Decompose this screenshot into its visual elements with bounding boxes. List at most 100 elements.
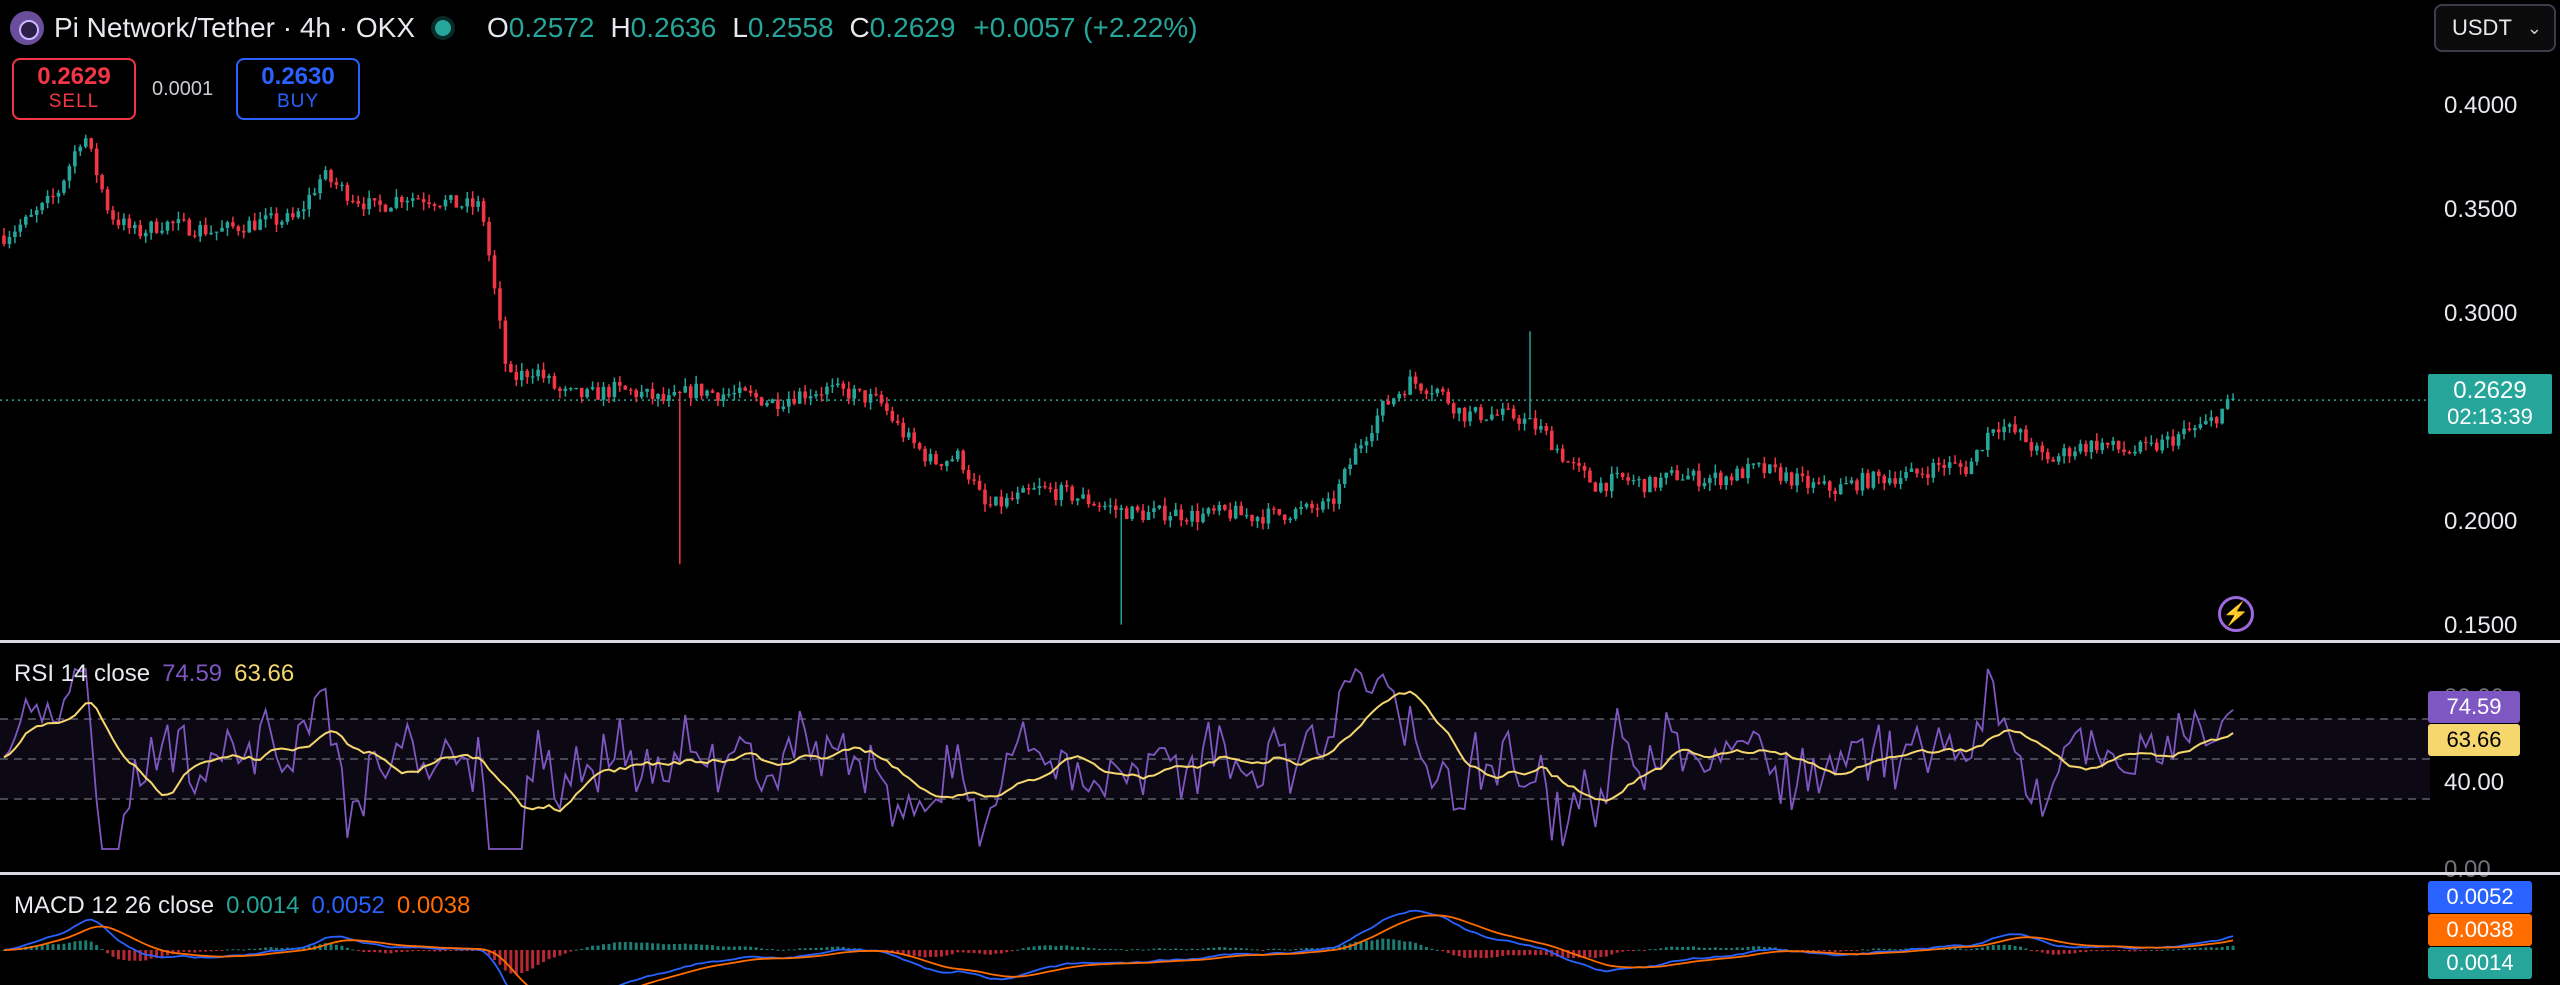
candle-body xyxy=(814,394,818,397)
macd-histogram-bar xyxy=(1697,947,1701,950)
buy-button[interactable]: 0.2630 BUY xyxy=(236,58,360,120)
candle-body xyxy=(748,390,753,393)
macd-pane[interactable] xyxy=(0,880,2440,985)
macd-histogram-bar xyxy=(1277,948,1281,950)
symbol-title[interactable]: Pi Network/Tether · 4h · OKX xyxy=(54,12,416,43)
candle-body xyxy=(1353,448,1358,465)
candle-body xyxy=(1659,477,1663,488)
macd-histogram-bar xyxy=(918,950,922,957)
candle-body xyxy=(2160,439,2164,451)
macd-histogram-bar xyxy=(182,950,186,952)
macd-histogram-bar xyxy=(1599,950,1603,958)
macd-histogram-bar xyxy=(678,944,682,950)
macd-histogram-bar xyxy=(1877,948,1881,950)
candle-body xyxy=(165,221,170,231)
candle-body xyxy=(492,255,497,289)
candle-body xyxy=(808,396,813,399)
macd-histogram-bar xyxy=(1010,950,1014,952)
rsi-legend: RSI 14 close 74.59 63.66 xyxy=(14,660,306,688)
candle-body xyxy=(13,231,17,238)
candle-body xyxy=(1533,418,1538,430)
macd-histogram-bar xyxy=(1452,950,1456,956)
macd-histogram-bar xyxy=(1266,949,1270,951)
candle-body xyxy=(34,210,39,215)
candle-body xyxy=(1735,468,1739,481)
macd-histogram-bar xyxy=(438,950,442,952)
candle-body xyxy=(1408,376,1412,395)
macd-histogram-bar xyxy=(1953,947,1957,950)
candle-body xyxy=(803,391,807,399)
macd-histogram-bar xyxy=(215,950,219,951)
candle-body xyxy=(923,448,927,462)
macd-histogram-bar xyxy=(1310,947,1314,950)
candle-body xyxy=(1130,506,1134,519)
candle-body xyxy=(716,392,720,401)
candle-body xyxy=(1795,473,1799,486)
macd-histogram-bar xyxy=(111,950,115,957)
macd-histogram-bar xyxy=(1855,950,1859,951)
currency-value: USDT xyxy=(2452,15,2512,40)
candle-body xyxy=(1451,403,1456,414)
candle-body xyxy=(296,211,301,218)
macd-histogram-bar xyxy=(1435,949,1439,951)
macd-histogram-bar xyxy=(2149,949,2153,951)
candle-body xyxy=(1342,469,1347,484)
candle-body xyxy=(1315,508,1320,510)
macd-histogram-bar xyxy=(912,950,916,957)
candle-body xyxy=(1157,505,1162,509)
macd-histogram-bar xyxy=(1005,950,1009,953)
macd-histogram-bar xyxy=(1136,949,1140,951)
candle-body xyxy=(678,391,682,394)
candle-body xyxy=(263,215,268,220)
candle-body xyxy=(934,453,938,465)
macd-histogram-bar xyxy=(820,947,823,950)
macd-histogram-bar xyxy=(400,950,404,953)
pane-divider[interactable] xyxy=(0,640,2560,643)
macd-histogram-bar xyxy=(1381,938,1385,950)
candle-body xyxy=(1768,464,1772,473)
macd-histogram-bar xyxy=(983,950,987,955)
candle-body xyxy=(2105,442,2110,445)
candle-body xyxy=(1609,473,1614,492)
candle-body xyxy=(797,391,802,404)
candle-body xyxy=(470,198,475,207)
price-chart[interactable] xyxy=(0,0,2440,640)
candle-body xyxy=(280,221,284,225)
candle-body xyxy=(999,496,1004,507)
macd-histogram-bar xyxy=(1430,948,1434,950)
candle-body xyxy=(830,385,835,387)
candle-body xyxy=(1909,468,1914,473)
candle-body xyxy=(1926,474,1930,478)
macd-histogram-bar xyxy=(754,947,758,950)
macd-histogram-bar xyxy=(1217,947,1221,950)
macd-histogram-bar xyxy=(1811,950,1815,952)
macd-histogram-bar xyxy=(1839,950,1843,952)
candle-body xyxy=(1430,393,1434,395)
lightning-icon[interactable]: ⚡ xyxy=(2218,596,2254,632)
candle-body xyxy=(1751,463,1756,465)
candle-body xyxy=(149,221,153,233)
candle-body xyxy=(1179,509,1183,521)
chart-header: Pi Network/Tether · 4h · OKX O 0.2572 H 0.… xyxy=(10,6,1198,50)
pane-divider[interactable] xyxy=(0,872,2560,875)
rsi-tick-label: 40.00 xyxy=(2444,769,2505,796)
currency-select[interactable]: USDT ⌄ xyxy=(2434,4,2556,52)
macd-histogram-bar xyxy=(2062,950,2066,954)
macd-histogram-bar xyxy=(236,949,240,951)
macd-histogram-bar xyxy=(798,948,802,950)
candle-body xyxy=(1942,464,1946,468)
candle-body xyxy=(1484,419,1489,421)
candle-body xyxy=(176,219,181,224)
macd-histogram-bar xyxy=(389,950,393,954)
macd-histogram-bar xyxy=(1882,948,1886,950)
sell-button[interactable]: 0.2629 SELL xyxy=(12,58,136,120)
candle-body xyxy=(563,388,568,391)
macd-histogram-bar xyxy=(727,946,731,950)
rsi-pane[interactable] xyxy=(0,647,2440,871)
macd-histogram-bar xyxy=(1354,941,1358,950)
macd-histogram-bar xyxy=(231,949,235,951)
candle-body xyxy=(1163,505,1167,521)
macd-histogram-bar xyxy=(651,943,655,950)
macd-histogram-bar xyxy=(1964,949,1968,951)
candle-body xyxy=(1124,508,1129,519)
